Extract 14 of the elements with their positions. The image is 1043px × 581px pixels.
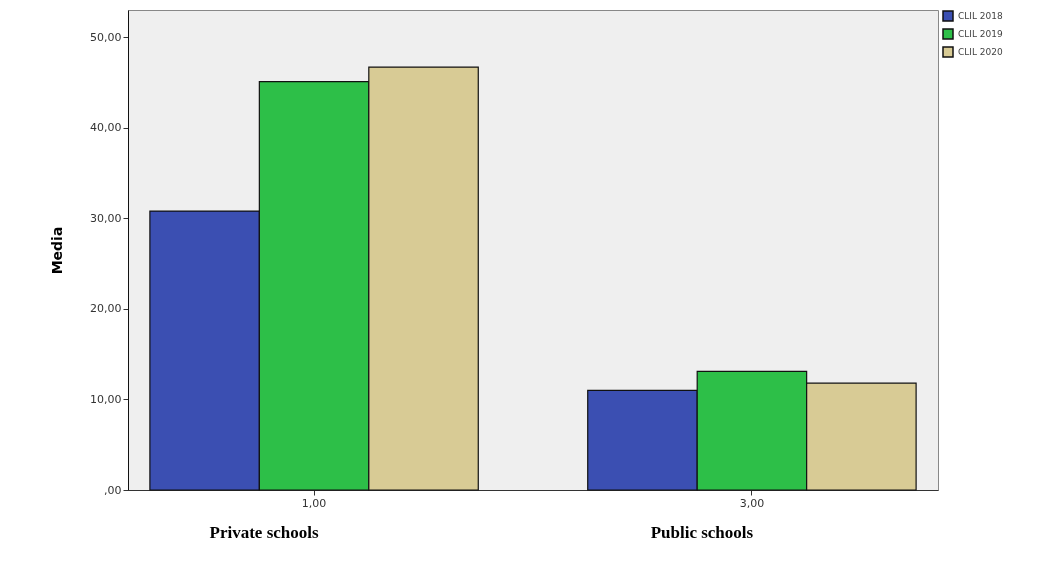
legend-label: CLIL 2020 [958,47,1004,57]
y-tick-label: 10,00 [90,392,122,406]
text: Private schools [209,523,319,543]
y-axis-title: Media [49,226,66,275]
y-tick-label: ,00 [104,483,122,497]
text: Public schools [650,523,754,543]
y-tick-label: 30,00 [90,211,122,225]
x-tick-label: 3,00 [739,496,765,510]
x-tick-label: 1,00 [301,496,327,510]
y-tick-label: 40,00 [90,121,122,135]
y-tick-label: 20,00 [90,302,122,316]
y-tick-label: 50,00 [90,30,122,44]
legend-label: CLIL 2018 [958,11,1004,21]
legend-label: CLIL 2019 [958,29,1004,39]
